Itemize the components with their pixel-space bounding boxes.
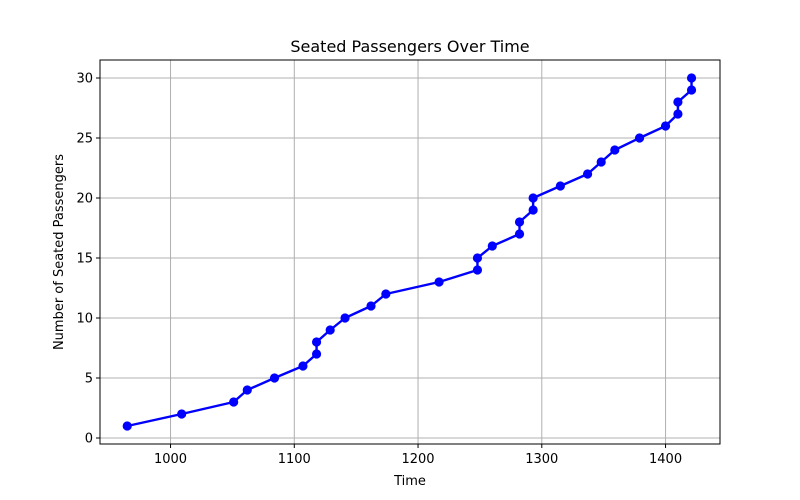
y-tick-label: 30 (76, 72, 93, 87)
data-point (555, 181, 565, 191)
data-point (472, 253, 483, 263)
data-point (673, 97, 683, 107)
y-tick-label: 15 (76, 252, 93, 267)
data-point (660, 121, 671, 131)
data-point (325, 325, 335, 335)
data-point (528, 193, 538, 203)
data-point (229, 397, 239, 407)
x-tick-label: 1200 (401, 452, 434, 467)
data-point (673, 109, 683, 119)
x-tick-label: 1000 (154, 452, 187, 467)
grid-lines (100, 60, 720, 444)
data-point (366, 301, 376, 311)
data-point (340, 313, 350, 323)
y-tick-label: 0 (85, 432, 93, 447)
data-point (582, 169, 593, 179)
data-point (177, 409, 187, 419)
data-point (634, 133, 645, 143)
y-tick-label: 10 (76, 312, 93, 327)
x-tick-label: 1100 (278, 452, 311, 467)
data-point (528, 205, 538, 215)
chart-title: Seated Passengers Over Time (290, 37, 529, 56)
data-point (381, 289, 391, 299)
y-tick-label: 25 (76, 132, 93, 147)
x-tick-label: 1300 (525, 452, 558, 467)
data-point (487, 241, 497, 251)
data-point (122, 421, 132, 431)
y-axis-label: Number of Seated Passengers (52, 154, 67, 350)
data-point (311, 337, 322, 347)
series-line (122, 73, 697, 431)
data-point (269, 373, 280, 383)
data-point (610, 145, 620, 155)
data-point (311, 349, 322, 359)
x-axis-label: Time (393, 474, 426, 489)
data-point (514, 229, 525, 239)
data-point (242, 385, 252, 395)
data-point (596, 157, 606, 167)
plot-frame (99, 59, 721, 445)
y-tick-label: 20 (76, 192, 93, 207)
ticks: 1000 1100 1200 1300 1400 0 5 10 15 20 25 30 (76, 72, 682, 468)
y-tick-label: 5 (85, 372, 93, 387)
data-point (514, 217, 525, 227)
series-path (126, 78, 693, 428)
data-point (686, 85, 697, 95)
data-point (434, 277, 444, 287)
data-point (686, 73, 697, 83)
data-point (472, 265, 483, 275)
x-tick-label: 1400 (649, 452, 682, 467)
data-point (298, 361, 308, 371)
